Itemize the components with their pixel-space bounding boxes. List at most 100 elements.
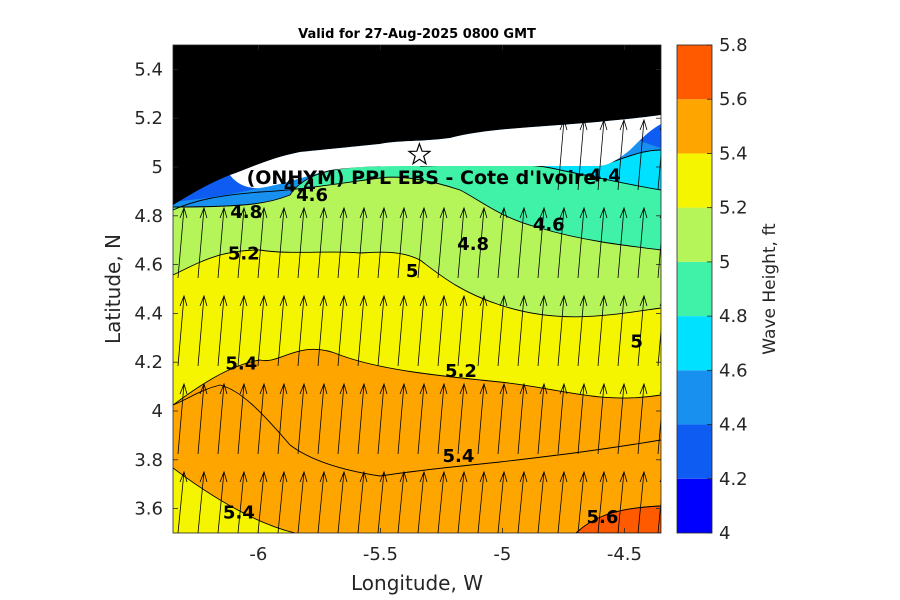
wave-arrow-shaft [317, 383, 325, 455]
site-label: (ONHYM) PPL EBS - Cote d'Ivoire [247, 167, 597, 189]
wave-arrow-head [379, 382, 388, 395]
wave-arrow-head [579, 118, 588, 131]
wave-arrow-shaft [597, 383, 605, 455]
wave-arrow-shaft [257, 207, 265, 279]
wave-arrow-head [559, 382, 568, 395]
wave-arrow-shaft [417, 383, 425, 455]
wave-arrow-shaft [637, 471, 645, 533]
wave-arrow-shaft [297, 383, 305, 455]
wave-arrow-shaft [357, 207, 365, 279]
wave-arrow-shaft [637, 295, 645, 367]
wave-arrow-head [259, 294, 268, 307]
wave-arrow-head [199, 382, 208, 395]
wave-arrow-head [259, 470, 268, 483]
wave-arrow-head [199, 206, 208, 219]
wave-arrow-shaft [177, 207, 185, 279]
wave-arrow-head [619, 206, 628, 219]
wave-arrow-head [399, 206, 408, 219]
wave-arrow-head [439, 382, 448, 395]
contour-label: 5.4 [443, 446, 475, 467]
wave-arrow-head [579, 382, 588, 395]
wave-arrow-head [339, 206, 348, 219]
wave-arrow-shaft [317, 471, 325, 533]
wave-arrow-shaft [557, 119, 565, 191]
wave-arrow-head [539, 206, 548, 219]
wave-arrow-head [579, 470, 588, 483]
wave-arrow-shaft [657, 238, 661, 279]
wave-arrow-head [239, 294, 248, 307]
wave-arrow-shaft [457, 471, 465, 533]
wave-arrow-shaft [517, 207, 525, 279]
wave-arrow-shaft [277, 295, 285, 367]
wave-arrow-head [479, 206, 488, 219]
wave-arrow-head [599, 470, 608, 483]
wave-arrow-shaft [397, 471, 405, 533]
y-tick-label: 4.4 [134, 303, 163, 324]
contour-label: 4.8 [230, 202, 262, 223]
wave-arrow-shaft [497, 295, 505, 367]
wave-arrow-head [599, 382, 608, 395]
wave-arrow-head [479, 470, 488, 483]
contour-label: 5.2 [445, 361, 477, 382]
wave-arrow-shaft [357, 295, 365, 367]
colorbar-tick-label: 4.2 [719, 469, 748, 490]
wave-arrow-shaft [257, 383, 265, 455]
wave-arrow-head [619, 382, 628, 395]
wave-arrow-head [619, 294, 628, 307]
colorbar-segment [677, 370, 712, 425]
wave-arrow-head [179, 382, 188, 395]
y-tick-label: 3.6 [134, 499, 163, 520]
contour-label: 4.6 [296, 185, 328, 206]
wave-arrow-head [359, 470, 368, 483]
wave-arrow-head [639, 382, 648, 395]
wave-arrow-head [459, 382, 468, 395]
colorbar-segment [677, 99, 712, 154]
wave-arrow-shaft [217, 471, 225, 533]
wave-arrow-head [499, 470, 508, 483]
wave-arrow-shaft [597, 471, 605, 533]
wave-arrow-head [599, 118, 608, 131]
y-tick-label: 4 [152, 401, 163, 422]
wave-arrow-head [459, 294, 468, 307]
wave-arrow-head [179, 206, 188, 219]
wave-arrow-shaft [517, 471, 525, 533]
wave-arrow-head [199, 294, 208, 307]
wave-arrow-head [359, 206, 368, 219]
wave-arrow-shaft [277, 207, 285, 279]
colorbar-segment [677, 45, 712, 100]
y-tick-label: 5.4 [134, 59, 163, 80]
wave-arrow-head [599, 294, 608, 307]
wave-arrow-head [259, 382, 268, 395]
wave-arrow-shaft [217, 207, 225, 279]
wave-arrow-shaft [597, 119, 605, 191]
wave-arrow-shaft [277, 471, 285, 533]
wave-arrow-shaft [597, 207, 605, 279]
contour-label: 5.4 [223, 502, 255, 523]
wave-arrow-shaft [377, 207, 385, 279]
contour-label: 4.4 [284, 175, 316, 196]
wave-arrow-head [259, 206, 268, 219]
wave-arrow-shaft [557, 295, 565, 367]
wave-arrow-head [319, 470, 328, 483]
wave-arrow-shaft [337, 383, 345, 455]
wave-arrow-shaft [297, 207, 305, 279]
wave-arrow-shaft [637, 207, 645, 279]
y-tick-label: 4.2 [134, 352, 163, 373]
wave-arrow-head [519, 382, 528, 395]
wave-arrow-shaft [237, 471, 245, 533]
wave-arrow-shaft [577, 471, 585, 533]
x-tick-label: -5.5 [363, 544, 398, 565]
wave-arrow-shaft [197, 471, 205, 533]
wave-arrow-shaft [277, 383, 285, 455]
chart-title: Valid for 27-Aug-2025 0800 GMT [298, 27, 536, 42]
wave-arrow-head [479, 382, 488, 395]
wave-arrow-shaft [197, 383, 205, 455]
wave-arrow-shaft [477, 471, 485, 533]
contour-label: 5.4 [225, 354, 257, 375]
wave-arrow-head [519, 206, 528, 219]
wave-arrow-head [279, 382, 288, 395]
wave-arrow-head [279, 294, 288, 307]
wave-arrow-shaft [617, 471, 625, 533]
wave-arrow-shaft [537, 207, 545, 279]
wave-arrow-shaft [497, 207, 505, 279]
